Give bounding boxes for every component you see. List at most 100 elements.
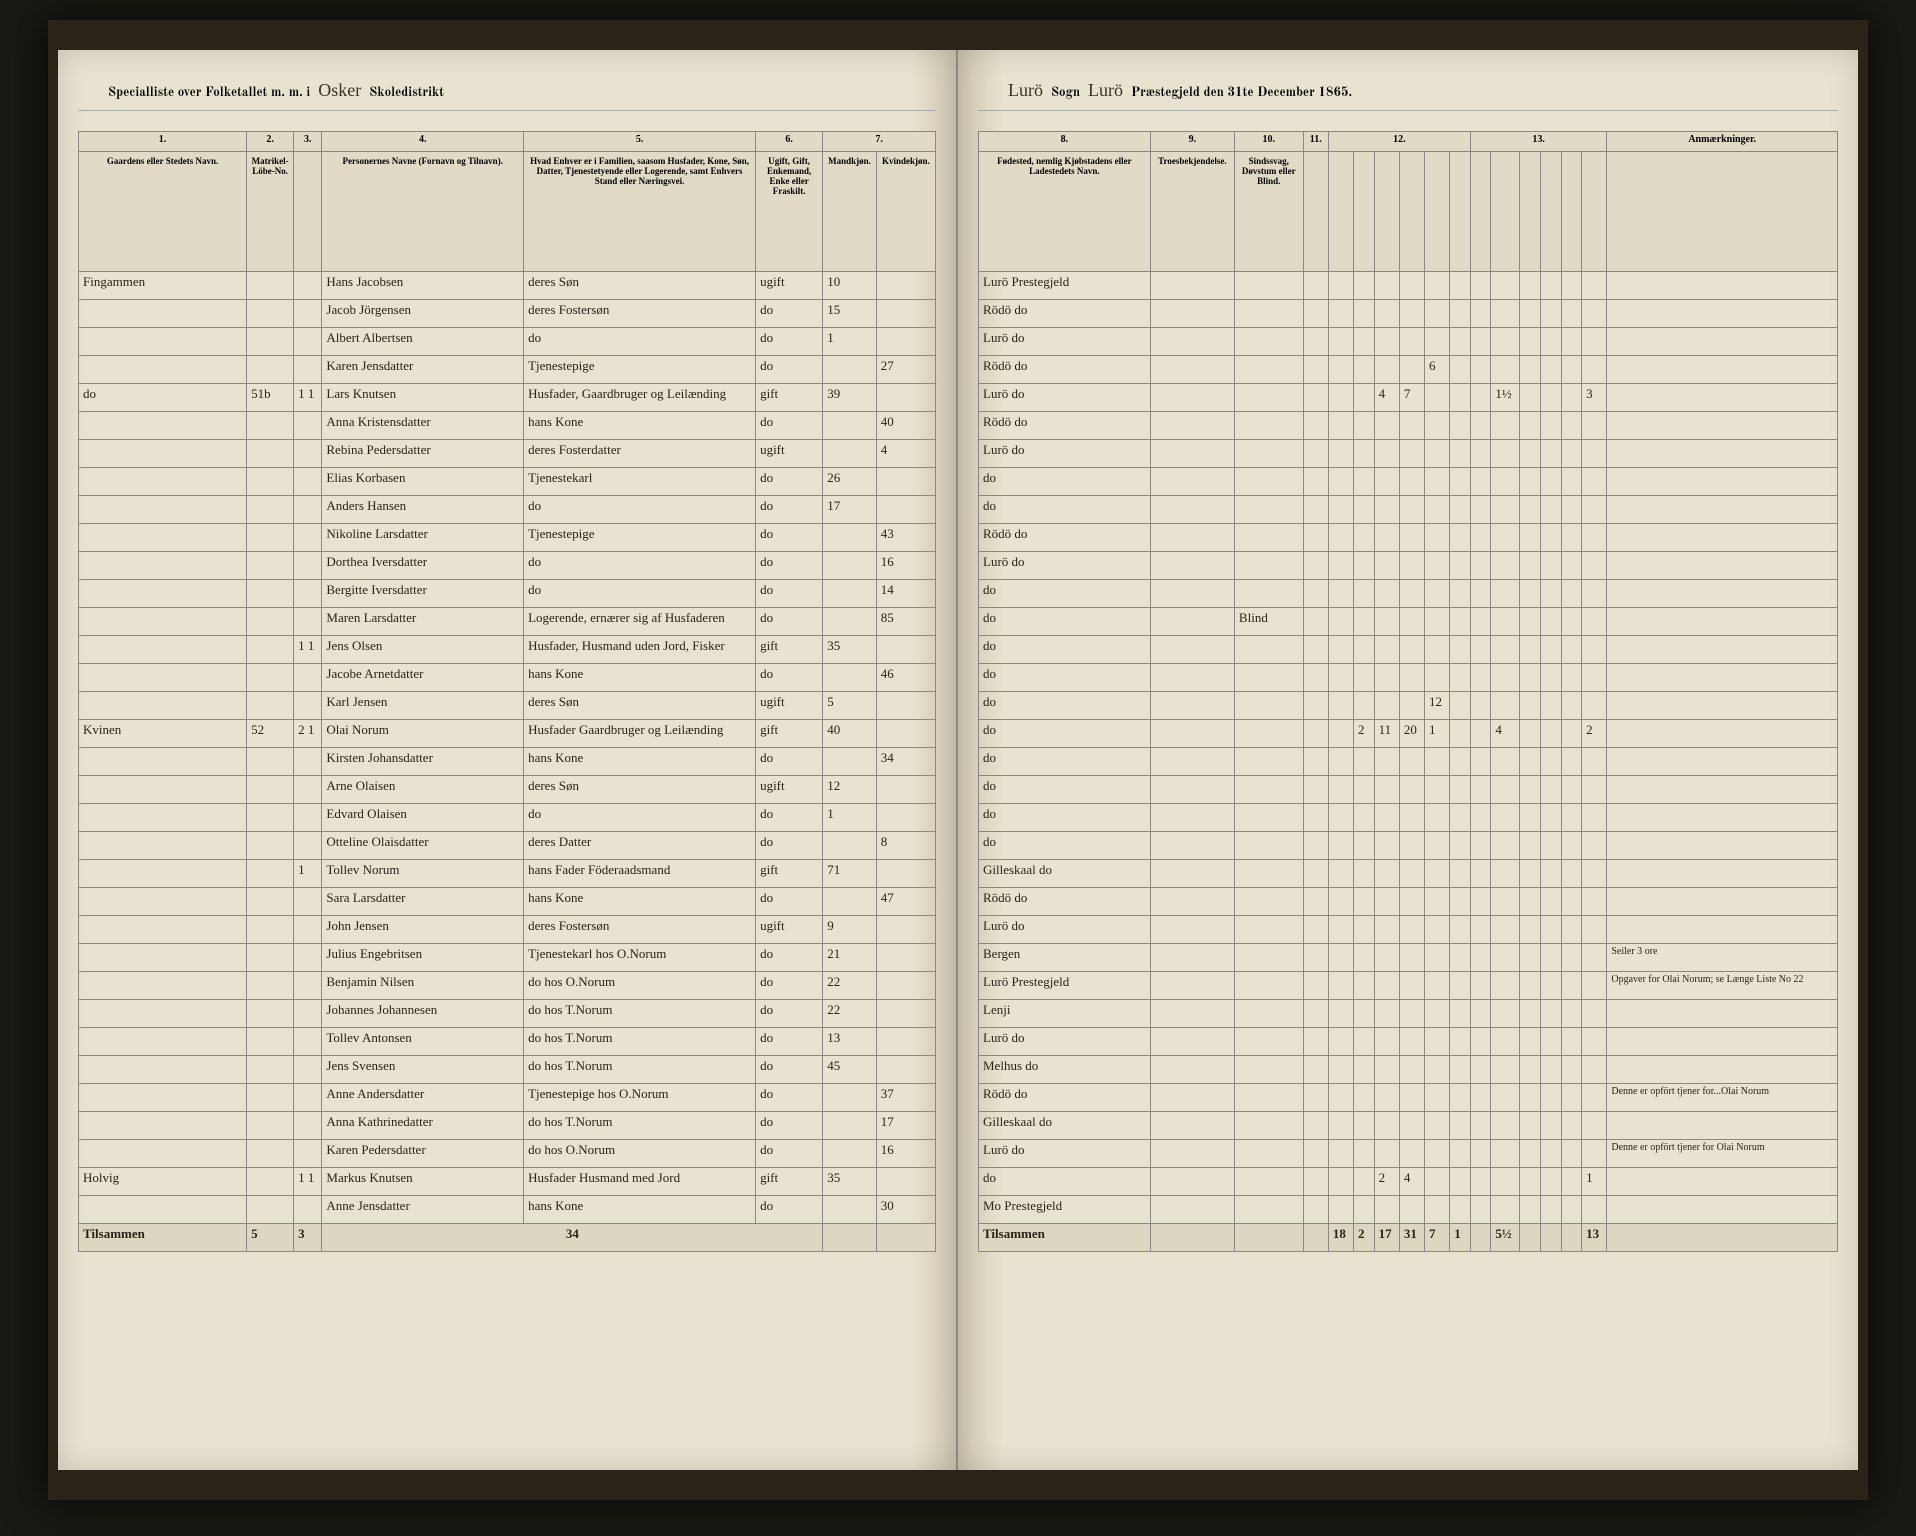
table-row: Maren LarsdatterLogerende, ernærer sig a… [79, 608, 936, 636]
table-row: Rödö do [979, 888, 1838, 916]
table-row: BergenSeiler 3 ore [979, 944, 1838, 972]
table-row: Jacobe Arnetdatterhans Konedo46 [79, 664, 936, 692]
table-row: do21120142 [979, 720, 1838, 748]
table-row: 1Tollev Norumhans Fader Föderaadsmandgif… [79, 860, 936, 888]
table-row: Lurö do [979, 552, 1838, 580]
table-row: Lurö do471½3 [979, 384, 1838, 412]
footer-sum-b: 3 [294, 1224, 322, 1252]
table-row: do [979, 776, 1838, 804]
col1-head: Gaardens eller Stedets Navn. [79, 152, 247, 272]
table-row: Lurö Prestegjeld [979, 272, 1838, 300]
table-row: Lurö do [979, 328, 1838, 356]
table-row: do12 [979, 692, 1838, 720]
table-row: Elias KorbasenTjenestekarldo26 [79, 468, 936, 496]
col5-num: 5. [524, 132, 756, 152]
table-row: 1 1Jens OlsenHusfader, Husmand uden Jord… [79, 636, 936, 664]
col9-num: 9. [1150, 132, 1234, 152]
col6-head: Ugift, Gift, Enkemand, Enke eller Fraski… [756, 152, 823, 272]
table-row: Nikoline LarsdatterTjenestepigedo43 [79, 524, 936, 552]
prgjeld-printed: Præstegjeld den 31te December 1865. [1131, 86, 1352, 102]
district-printed: Skoledistrikt [369, 86, 444, 102]
table-row: Anders Hansendodo17 [79, 496, 936, 524]
table-row: Gilleskaal do [979, 1112, 1838, 1140]
table-row: Rödö do [979, 300, 1838, 328]
table-row: Gilleskaal do [979, 860, 1838, 888]
col3-num: 3. [294, 132, 322, 152]
census-book: Specialliste over Folketallet m. m. i Os… [48, 20, 1868, 1500]
table-row: Jacob Jörgensenderes Fostersøndo15 [79, 300, 936, 328]
table-row: Lenji [979, 1000, 1838, 1028]
table-row: Sara Larsdatterhans Konedo47 [79, 888, 936, 916]
table-row: Lurö PrestegjeldOpgaver for Olai Norum; … [979, 972, 1838, 1000]
table-row: Rödö do [979, 524, 1838, 552]
right-footer: Tilsammen 18 2 17 31 7 1 5½ 13 [979, 1224, 1838, 1252]
table-row: do [979, 580, 1838, 608]
col13-num: 13. [1470, 132, 1607, 152]
table-row: Rödö doDenne er opfört tjener for...Olai… [979, 1084, 1838, 1112]
col2-num: 2. [247, 132, 294, 152]
table-row: FingammenHans Jacobsenderes Sønugift10 [79, 272, 936, 300]
col4-head: Personernes Navne (Fornavn og Tilnavn). [322, 152, 524, 272]
prgjeld-script: Lurö [1088, 80, 1123, 101]
table-row: Dorthea Iversdatterdodo16 [79, 552, 936, 580]
table-row: doBlind [979, 608, 1838, 636]
table-row: Karl Jensenderes Sønugift5 [79, 692, 936, 720]
table-row: Tollev Antonsendo hos T.Norumdo13 [79, 1028, 936, 1056]
page-num: 34 [322, 1224, 823, 1252]
col4-num: 4. [322, 132, 524, 152]
table-row: Karen JensdatterTjenestepigedo27 [79, 356, 936, 384]
table-row: Rödö do6 [979, 356, 1838, 384]
footer-sum-a: 5 [247, 1224, 294, 1252]
table-row: Lurö do [979, 1028, 1838, 1056]
col1-num: 1. [79, 132, 247, 152]
col7-num: 7. [823, 132, 936, 152]
table-row: Bergitte Iversdatterdodo14 [79, 580, 936, 608]
table-row: Rebina Pedersdatterderes Fosterdatterugi… [79, 440, 936, 468]
table-row: do51b1 1Lars KnutsenHusfader, Gaardbruge… [79, 384, 936, 412]
table-row: Benjamin Nilsendo hos O.Norumdo22 [79, 972, 936, 1000]
table-row: Lurö do [979, 440, 1838, 468]
table-row: Albert Albertsendodo1 [79, 328, 936, 356]
table-row: Arne Olaisenderes Sønugift12 [79, 776, 936, 804]
col5-head: Hvad Enhver er i Familien, saasom Husfad… [524, 152, 756, 272]
col12-num: 12. [1328, 132, 1470, 152]
col7b-head: Kvindekjøn. [876, 152, 935, 272]
table-row: do [979, 832, 1838, 860]
col14-head: Anmærkninger. [1607, 132, 1838, 152]
table-row: do [979, 804, 1838, 832]
table-row: do [979, 496, 1838, 524]
table-row: John Jensenderes Fostersønugift9 [79, 916, 936, 944]
table-row: Anna Kathrinedatterdo hos T.Norumdo17 [79, 1112, 936, 1140]
table-row: Jens Svensendo hos T.Norumdo45 [79, 1056, 936, 1084]
col8-num: 8. [979, 132, 1151, 152]
col9-head: Troesbekjendelse. [1150, 152, 1234, 272]
right-table: 8. 9. 10. 11. 12. 13. Anmærkninger. Føde… [978, 131, 1838, 1252]
table-row: Anne Jensdatterhans Konedo30 [79, 1196, 936, 1224]
col11-head [1303, 152, 1328, 272]
col8-head: Fødested, nemlig Kjøbstadens eller Lades… [979, 152, 1151, 272]
col11-num: 11. [1303, 132, 1328, 152]
sogn-script: Lurö [1008, 80, 1043, 101]
table-row: Rödö do [979, 412, 1838, 440]
right-page: Lurö Sogn Lurö Præstegjeld den 31te Dece… [958, 50, 1858, 1470]
table-row: Johannes Johannesendo hos T.Norumdo22 [79, 1000, 936, 1028]
table-row: Mo Prestegjeld [979, 1196, 1838, 1224]
table-row: Kvinen522 1Olai NorumHusfader Gaardbruge… [79, 720, 936, 748]
table-row: Anna Kristensdatterhans Konedo40 [79, 412, 936, 440]
table-row: do241 [979, 1168, 1838, 1196]
left-page: Specialliste over Folketallet m. m. i Os… [58, 50, 958, 1470]
col7a-head: Mandkjøn. [823, 152, 877, 272]
table-row: Melhus do [979, 1056, 1838, 1084]
col2-head: Matrikel-Löbe-No. [247, 152, 294, 272]
footer-label-left: Tilsammen [79, 1224, 247, 1252]
table-row: Karen Pedersdatterdo hos O.Norumdo16 [79, 1140, 936, 1168]
table-row: Lurö doDenne er opfört tjener for Olai N… [979, 1140, 1838, 1168]
district-script: Osker [318, 80, 361, 101]
table-row: Lurö do [979, 916, 1838, 944]
table-row: do [979, 664, 1838, 692]
table-row: do [979, 468, 1838, 496]
left-footer: Tilsammen 5 3 34 [79, 1224, 936, 1252]
sogn-printed: Sogn [1051, 86, 1080, 102]
footer-label-right: Tilsammen [979, 1224, 1151, 1252]
col10-head: Sindssvag, Døvstum eller Blind. [1234, 152, 1303, 272]
